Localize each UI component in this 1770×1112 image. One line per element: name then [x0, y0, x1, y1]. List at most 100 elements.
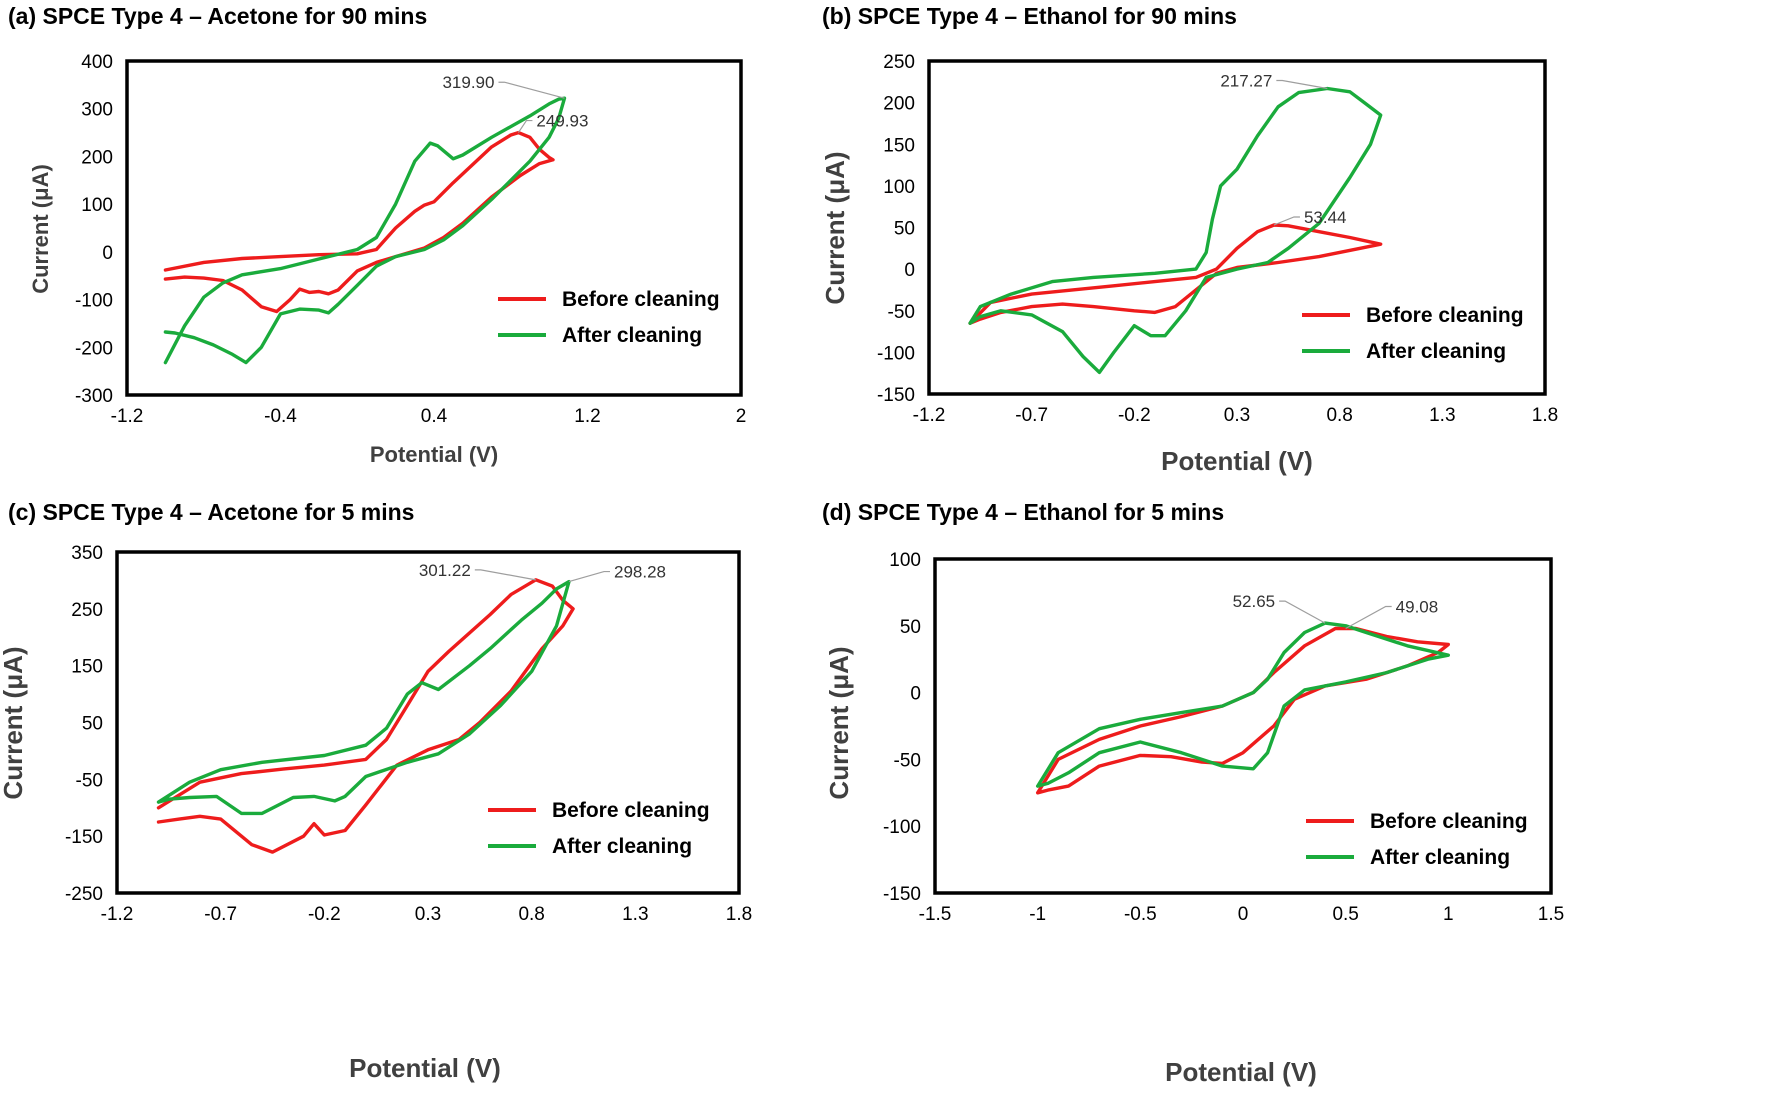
series-line-after-cleaning — [968, 86, 1383, 375]
peak-annotation-label: 301.22 — [419, 561, 471, 580]
annotation-leader — [1276, 79, 1328, 90]
y-tick-label: 0 — [102, 243, 113, 264]
x-tick-label: -0.5 — [1124, 904, 1157, 925]
peak-annotation-label: 217.27 — [1220, 71, 1272, 90]
series-line-after-cleaning — [156, 579, 571, 816]
plot-area-frame — [933, 557, 1553, 895]
series-line-before-cleaning — [968, 223, 1383, 325]
y-tick-label: -50 — [76, 770, 103, 791]
chart-panel-1: (a) SPCE Type 4 – Acetone for 90 mins -1.… — [8, 3, 746, 467]
y-tick-label: 200 — [81, 147, 113, 168]
y-tick-label: 300 — [81, 100, 113, 121]
legend: Before cleaning After cleaning — [1302, 304, 1524, 363]
plot-area-frame — [125, 59, 743, 397]
x-tick-label: -0.2 — [308, 904, 341, 925]
annotation-leader — [568, 570, 610, 583]
series-line-before-cleaning — [163, 130, 555, 314]
panel-title: (a) SPCE Type 4 – Acetone for 90 mins — [8, 3, 427, 29]
annotation-leader — [498, 81, 565, 99]
x-tick-label: -0.2 — [1118, 405, 1151, 426]
legend-label: After cleaning — [562, 324, 702, 347]
x-tick-label: 2 — [736, 406, 747, 427]
x-tick-label: 1.8 — [1532, 405, 1558, 426]
y-tick-label: 100 — [889, 550, 921, 571]
y-axis-title: Current (μA) — [0, 646, 28, 799]
x-tick-label: 0.5 — [1332, 904, 1358, 925]
y-tick-label: -50 — [894, 750, 921, 771]
y-tick-label: 250 — [883, 52, 915, 73]
peak-annotation-label: 249.93 — [536, 112, 588, 131]
series-line-after-cleaning — [163, 96, 567, 365]
y-tick-label: 100 — [883, 177, 915, 198]
legend: Before cleaning After cleaning — [1306, 810, 1528, 869]
x-axis-title: Potential (V) — [1161, 446, 1313, 476]
x-tick-label: 1 — [1443, 904, 1454, 925]
y-tick-label: 50 — [82, 714, 103, 735]
series-line-after-cleaning — [1036, 621, 1450, 788]
legend-label: Before cleaning — [562, 288, 720, 311]
peak-annotation-label: 49.08 — [1396, 597, 1439, 616]
peak-annotation-label: 298.28 — [614, 563, 666, 582]
legend-label: After cleaning — [1370, 846, 1510, 869]
y-tick-label: 0 — [904, 260, 915, 281]
y-tick-label: -50 — [888, 302, 915, 323]
plot-area-frame — [115, 550, 741, 895]
x-tick-label: 1.8 — [726, 904, 752, 925]
y-tick-label: -200 — [75, 338, 113, 359]
annotation-leader — [1345, 605, 1392, 629]
y-tick-label: 250 — [71, 600, 103, 621]
y-axis-title: Current (μA) — [824, 646, 854, 799]
y-tick-label: 0 — [910, 684, 921, 705]
legend-label: Before cleaning — [1366, 304, 1524, 327]
x-tick-label: 0.3 — [1224, 405, 1250, 426]
legend-label: After cleaning — [552, 835, 692, 858]
x-tick-label: 0 — [1238, 904, 1249, 925]
panel-title: (d) SPCE Type 4 – Ethanol for 5 mins — [822, 499, 1224, 525]
y-tick-label: -150 — [883, 884, 921, 905]
y-tick-label: -100 — [75, 291, 113, 312]
y-tick-label: 50 — [894, 219, 915, 240]
y-tick-label: 200 — [883, 94, 915, 115]
peak-annotation-label: 319.90 — [442, 73, 494, 92]
y-axis-title: Current (μA) — [820, 151, 850, 304]
annotation-leader — [1279, 600, 1326, 624]
series-line-before-cleaning — [156, 578, 575, 854]
x-tick-label: 1.3 — [622, 904, 648, 925]
x-axis-title: Potential (V) — [1165, 1057, 1317, 1087]
peak-annotation-label: 52.65 — [1233, 592, 1276, 611]
x-tick-label: -1 — [1029, 904, 1046, 925]
x-tick-label: 1.2 — [574, 406, 600, 427]
y-tick-label: -150 — [65, 827, 103, 848]
x-tick-label: 1.3 — [1429, 405, 1455, 426]
y-tick-label: 400 — [81, 52, 113, 73]
x-tick-label: 1.5 — [1538, 904, 1564, 925]
chart-panel-2: (b) SPCE Type 4 – Ethanol for 90 mins -1.… — [820, 3, 1558, 476]
legend: Before cleaning After cleaning — [498, 288, 720, 347]
x-tick-label: -1.2 — [101, 904, 134, 925]
x-tick-label: -1.5 — [919, 904, 952, 925]
legend: Before cleaning After cleaning — [488, 799, 710, 858]
y-tick-label: -100 — [883, 817, 921, 838]
chart-panel-4: (d) SPCE Type 4 – Ethanol for 5 mins -1.5… — [822, 499, 1564, 1087]
y-tick-label: -250 — [65, 884, 103, 905]
panel-title: (b) SPCE Type 4 – Ethanol for 90 mins — [822, 3, 1237, 29]
legend-label: After cleaning — [1366, 340, 1506, 363]
x-tick-label: 0.8 — [1326, 405, 1352, 426]
x-tick-label: -0.7 — [1015, 405, 1048, 426]
x-tick-label: 0.8 — [518, 904, 544, 925]
annotation-leader — [474, 569, 536, 581]
peak-annotation-label: 53.44 — [1304, 208, 1347, 227]
annotation-leader — [517, 119, 533, 133]
y-tick-label: 150 — [883, 135, 915, 156]
y-tick-label: -150 — [877, 385, 915, 406]
x-tick-label: -0.4 — [264, 406, 297, 427]
x-tick-label: 0.3 — [415, 904, 441, 925]
x-axis-title: Potential (V) — [370, 442, 498, 467]
annotation-leader — [1273, 216, 1300, 226]
chart-panel-3: (c) SPCE Type 4 – Acetone for 5 mins -1.2… — [0, 499, 752, 1083]
y-axis-title: Current (μA) — [28, 164, 53, 294]
x-tick-label: -0.7 — [204, 904, 237, 925]
x-tick-label: 0.4 — [421, 406, 448, 427]
plot-area-frame — [927, 59, 1547, 396]
y-tick-label: 150 — [71, 657, 103, 678]
